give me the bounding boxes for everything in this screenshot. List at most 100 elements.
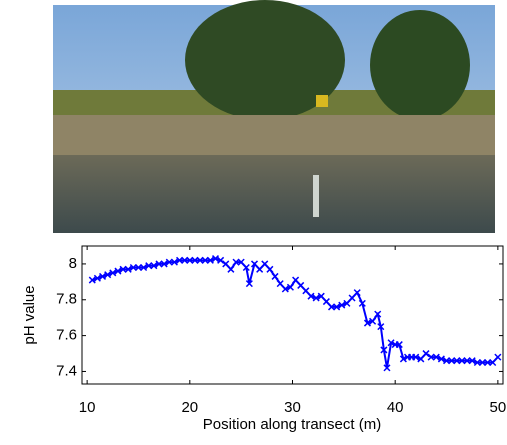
marker — [312, 294, 320, 302]
marker — [145, 262, 153, 270]
marker — [88, 276, 96, 284]
marker — [307, 292, 315, 300]
photo — [53, 0, 495, 233]
marker — [196, 256, 204, 264]
x-tick-label: 20 — [181, 399, 198, 416]
marker — [453, 357, 461, 365]
marker — [338, 301, 346, 309]
marker — [181, 256, 189, 264]
marker — [427, 353, 435, 361]
marker — [99, 272, 107, 280]
marker — [232, 258, 240, 266]
y-axis-label: pH value — [21, 285, 38, 344]
water — [53, 155, 495, 233]
x-tick-label: 10 — [79, 399, 96, 416]
marker — [109, 269, 117, 277]
marker — [348, 294, 356, 302]
marker — [160, 260, 168, 268]
marker — [458, 357, 466, 365]
marker — [448, 357, 456, 365]
marker — [140, 263, 148, 272]
marker — [369, 317, 377, 325]
marker — [478, 358, 486, 367]
marker — [129, 263, 137, 272]
marker — [119, 265, 127, 273]
x-tick-label: 40 — [387, 399, 404, 416]
x-tick-label: 30 — [284, 399, 301, 416]
marker — [93, 274, 101, 282]
marker — [266, 265, 274, 273]
instrument — [316, 95, 328, 107]
marker — [222, 260, 230, 268]
marker — [155, 260, 163, 268]
marker — [176, 256, 184, 264]
marker — [399, 355, 407, 363]
marker — [271, 272, 279, 280]
marker — [363, 319, 371, 327]
marker — [276, 280, 284, 288]
marker — [250, 260, 259, 268]
marker — [473, 358, 481, 367]
marker — [281, 285, 289, 293]
marker — [317, 292, 325, 300]
marker — [186, 256, 194, 264]
marker — [134, 263, 143, 272]
marker — [387, 339, 395, 347]
marker — [261, 260, 269, 268]
marker — [468, 357, 476, 365]
marker — [237, 258, 245, 266]
marker — [442, 357, 451, 365]
marker — [104, 271, 112, 279]
marker — [374, 310, 382, 318]
bank — [53, 115, 495, 160]
marker — [292, 276, 300, 284]
y-tick-label: 7.8 — [56, 291, 77, 308]
marker — [417, 355, 425, 363]
marker — [358, 299, 366, 307]
marker — [165, 258, 173, 266]
marker — [484, 358, 492, 367]
y-tick-label: 8 — [69, 255, 77, 272]
marker — [353, 289, 361, 297]
marker — [217, 256, 225, 264]
marker — [256, 265, 264, 273]
x-tick-label: 50 — [490, 399, 507, 416]
plot-frame — [81, 245, 504, 385]
marker — [150, 262, 158, 270]
marker — [327, 303, 336, 311]
x-axis-label: Position along transect (m) — [203, 416, 381, 433]
marker — [191, 256, 199, 264]
marker — [432, 353, 440, 361]
marker — [170, 258, 178, 266]
marker — [245, 280, 253, 288]
marker — [297, 281, 305, 289]
marker — [343, 299, 351, 307]
marker — [463, 357, 471, 365]
marker — [211, 255, 220, 263]
marker — [124, 265, 132, 273]
marker — [322, 298, 330, 306]
marker — [242, 263, 250, 272]
marker — [489, 358, 497, 367]
y-tick-label: 7.6 — [56, 327, 77, 344]
marker — [227, 265, 235, 273]
marker — [494, 353, 502, 361]
y-tick-label: 7.4 — [56, 362, 77, 379]
marker — [437, 355, 445, 363]
marker — [114, 267, 122, 275]
marker — [383, 364, 391, 372]
marker — [380, 346, 388, 354]
marker — [395, 341, 403, 349]
marker — [333, 303, 341, 311]
tree — [185, 0, 345, 120]
marker — [377, 323, 385, 331]
marker — [206, 256, 214, 264]
marker — [422, 350, 430, 358]
marker — [286, 283, 294, 291]
marker — [302, 287, 310, 295]
marker — [412, 353, 420, 361]
marker — [201, 256, 209, 264]
tree — [370, 10, 470, 120]
probe — [313, 175, 319, 217]
